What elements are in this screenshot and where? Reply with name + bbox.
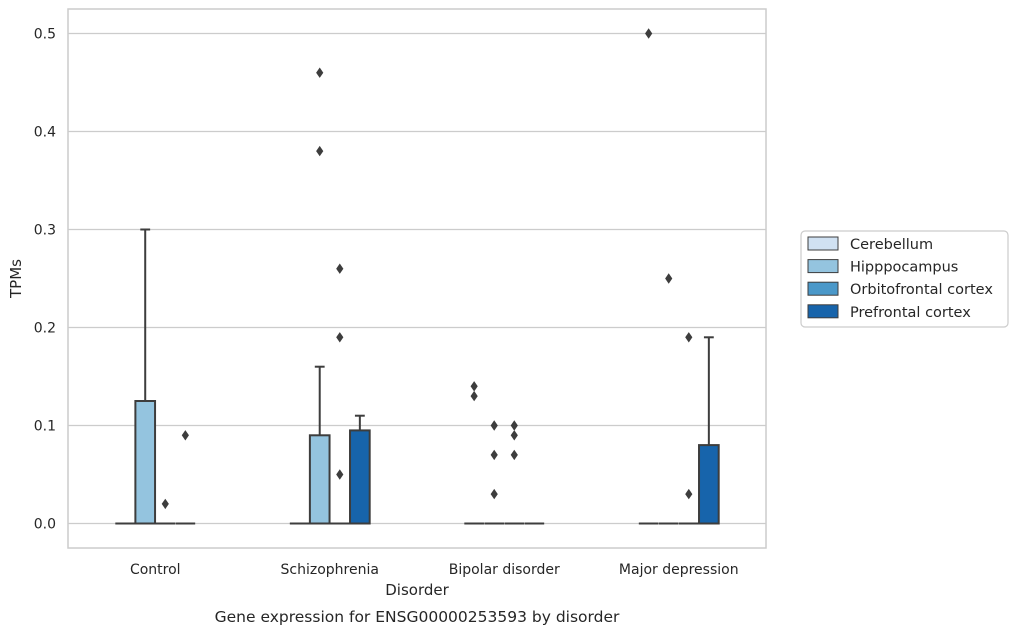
legend-swatch xyxy=(807,259,839,274)
box-group xyxy=(504,420,525,525)
y-tick-label: 0.2 xyxy=(34,321,56,337)
x-tick-label: Schizophrenia xyxy=(281,562,379,578)
box-group xyxy=(698,336,720,525)
box xyxy=(308,434,331,525)
box-group xyxy=(329,263,350,525)
outlier-point xyxy=(470,381,478,392)
outlier-point xyxy=(336,263,344,274)
legend: Cerebellum Hipppocampus Orbitofrontal cort… xyxy=(800,230,1009,328)
y-tick-label: 0.5 xyxy=(34,27,56,43)
box-group xyxy=(134,228,157,525)
y-tick-label: 0.0 xyxy=(34,517,56,533)
legend-label: Cerebellum xyxy=(850,237,933,253)
plot-boxes xyxy=(115,28,720,525)
outlier-point xyxy=(490,420,498,431)
box-group xyxy=(658,273,679,525)
x-tick-label: Bipolar disorder xyxy=(449,562,560,578)
x-tick-labels: Control Schizophrenia Bipolar disorder Majo… xyxy=(130,562,739,578)
outlier-point xyxy=(490,449,498,461)
chart-caption: Gene expression for ENSG00000253593 by d… xyxy=(215,608,620,626)
box-group xyxy=(308,67,331,525)
y-axis-label: TPMs xyxy=(7,259,25,299)
outlier-point xyxy=(336,469,344,480)
box-group xyxy=(349,414,371,525)
x-tick-label: Control xyxy=(130,562,181,578)
box-group xyxy=(638,28,659,525)
outlier-point xyxy=(336,332,344,343)
box-group xyxy=(678,332,699,525)
box-group xyxy=(175,430,196,525)
plot-frame xyxy=(67,8,767,549)
outlier-point xyxy=(181,430,189,441)
outlier-point xyxy=(510,430,518,441)
legend-label: Prefrontal cortex xyxy=(850,305,971,321)
outlier-point xyxy=(316,67,324,78)
legend-swatch xyxy=(807,236,839,251)
legend-frame xyxy=(800,230,1009,328)
x-axis-label: Disorder xyxy=(385,581,449,599)
outlier-point xyxy=(645,28,653,39)
outlier-point xyxy=(685,332,693,343)
outlier-point xyxy=(161,498,169,510)
legend-label: Orbitofrontal cortex xyxy=(850,282,993,298)
gridlines xyxy=(68,32,766,525)
box-group xyxy=(155,498,176,525)
y-tick-label: 0.3 xyxy=(34,223,56,239)
outlier-point xyxy=(665,273,673,284)
y-tick-labels: 0.0 0.1 0.2 0.3 0.4 0.5 xyxy=(34,27,56,533)
box-group xyxy=(484,420,505,525)
x-tick-label: Major depression xyxy=(619,562,739,578)
y-tick-label: 0.1 xyxy=(34,419,56,435)
legend-swatch xyxy=(807,281,839,296)
box xyxy=(349,429,371,525)
y-tick-label: 0.4 xyxy=(34,125,56,141)
box xyxy=(698,444,720,525)
legend-label: Hipppocampus xyxy=(850,260,958,276)
outlier-point xyxy=(510,420,518,431)
outlier-point xyxy=(470,390,478,402)
outlier-point xyxy=(510,449,518,461)
legend-swatch xyxy=(807,304,839,319)
outlier-point xyxy=(490,488,498,500)
box-group xyxy=(464,381,484,525)
outlier-point xyxy=(685,488,693,500)
outlier-point xyxy=(316,145,324,157)
box xyxy=(134,400,157,525)
